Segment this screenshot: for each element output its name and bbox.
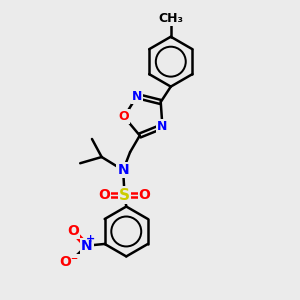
Text: CH₃: CH₃ [158, 11, 183, 25]
Text: O: O [98, 188, 110, 202]
Text: S: S [119, 188, 130, 202]
Text: N: N [117, 163, 129, 177]
Text: N: N [132, 90, 142, 103]
Text: N: N [157, 120, 168, 133]
Text: O⁻: O⁻ [60, 255, 79, 269]
Text: O: O [67, 224, 79, 238]
Text: +: + [86, 234, 95, 244]
Text: N: N [81, 239, 92, 253]
Text: O: O [139, 188, 151, 202]
Text: O: O [119, 110, 129, 123]
